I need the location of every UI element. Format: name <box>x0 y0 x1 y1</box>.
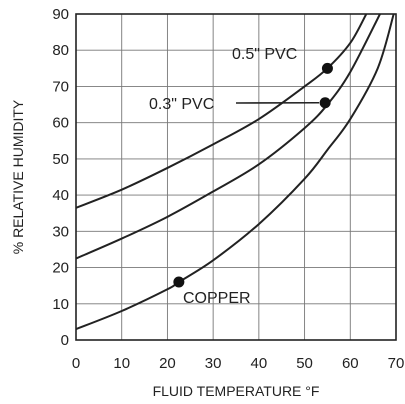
x-axis-title: FLUID TEMPERATURE °F <box>153 383 320 399</box>
x-tick-label-2: 20 <box>159 355 176 372</box>
label-copper: COPPER <box>183 290 251 307</box>
y-tick-labels: 0 10 20 30 40 50 60 70 80 90 <box>52 6 69 349</box>
y-tick-label-6: 60 <box>52 115 69 132</box>
label-pvc-05: 0.5" PVC <box>232 46 297 63</box>
curve-pvc-05 <box>76 14 368 209</box>
x-tick-label-4: 40 <box>251 355 268 372</box>
marker-pvc-05 <box>321 62 333 74</box>
y-tick-label-8: 80 <box>52 42 69 59</box>
plot-frame <box>75 13 397 341</box>
curve-copper <box>76 14 395 331</box>
marker-pvc-03 <box>319 97 331 109</box>
y-tick-label-7: 70 <box>52 78 69 95</box>
curves <box>76 14 395 331</box>
grid-lines <box>76 14 396 340</box>
y-tick-label-2: 20 <box>52 260 69 277</box>
x-tick-label-3: 30 <box>205 355 222 372</box>
x-tick-labels: 0 10 20 30 40 50 60 70 <box>72 355 405 372</box>
x-tick-label-7: 70 <box>388 355 405 372</box>
x-tick-label-1: 10 <box>113 355 130 372</box>
curve-labels: 0.5" PVC 0.3" PVC COPPER <box>149 46 320 307</box>
y-tick-label-3: 30 <box>52 223 69 240</box>
x-tick-label-6: 60 <box>342 355 359 372</box>
y-tick-label-9: 90 <box>52 6 69 23</box>
label-pvc-03: 0.3" PVC <box>149 96 214 113</box>
y-tick-label-0: 0 <box>61 332 69 349</box>
y-axis-title: % RELATIVE HUMIDITY <box>10 99 26 254</box>
x-tick-label-5: 50 <box>296 355 313 372</box>
y-tick-label-5: 50 <box>52 151 69 168</box>
y-tick-label-4: 40 <box>52 187 69 204</box>
curve-pvc-03 <box>76 14 381 260</box>
marker-copper <box>173 276 185 288</box>
y-tick-label-1: 10 <box>52 296 69 313</box>
x-tick-label-0: 0 <box>72 355 80 372</box>
